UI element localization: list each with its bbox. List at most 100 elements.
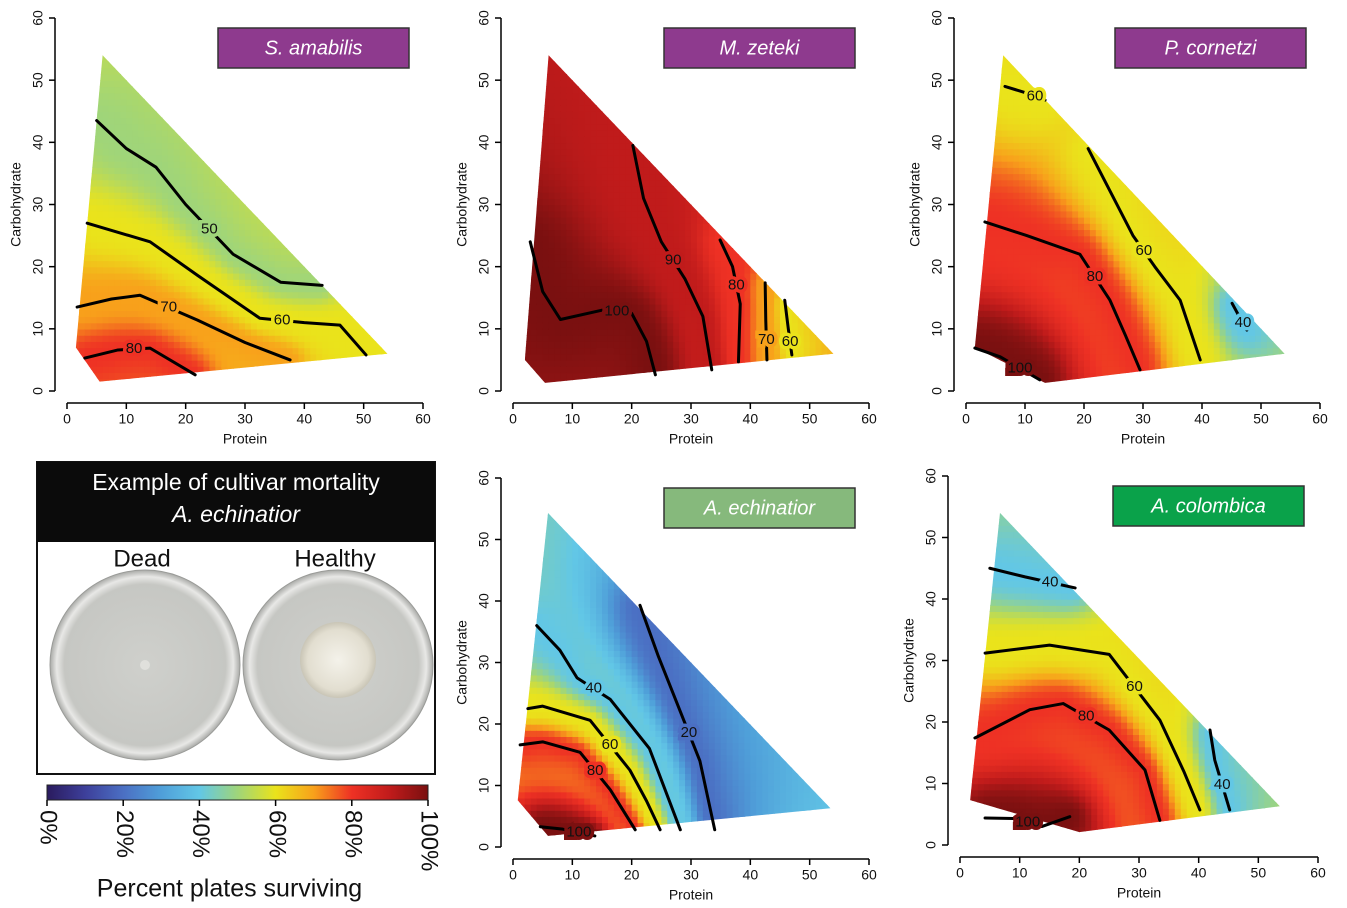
- surface-cell: [109, 242, 116, 249]
- surface-cell: [168, 205, 175, 212]
- surface-cell: [287, 229, 294, 236]
- surface-cell: [245, 267, 252, 274]
- surface-cell: [602, 341, 609, 348]
- surface-cell: [560, 236, 567, 243]
- surface-cell: [340, 273, 347, 280]
- surface-cell: [370, 242, 377, 249]
- surface-cell: [727, 198, 734, 205]
- surface-cell: [715, 310, 722, 317]
- surface-cell: [298, 205, 305, 212]
- surface-cell: [346, 186, 353, 193]
- surface-cell: [358, 335, 365, 342]
- surface-cell: [537, 173, 544, 180]
- inoculum: [140, 660, 150, 670]
- surface-cell: [156, 260, 163, 267]
- surface-cell: [245, 124, 252, 131]
- surface-cell: [215, 130, 222, 137]
- surface-cell: [340, 105, 347, 112]
- surface-cell: [328, 186, 335, 193]
- surface-cell: [203, 55, 210, 62]
- surface-cell: [132, 379, 139, 386]
- surface-cell: [257, 285, 264, 292]
- surface-cell: [566, 298, 573, 305]
- surface-cell: [566, 74, 573, 81]
- surface-cell: [109, 211, 116, 218]
- surface-cell: [756, 323, 763, 330]
- surface-cell: [590, 86, 597, 93]
- surface-cell: [174, 117, 181, 124]
- surface-cell: [537, 217, 544, 224]
- surface-cell: [673, 86, 680, 93]
- surface-cell: [281, 68, 288, 75]
- surface-cell: [263, 285, 270, 292]
- surface-cell: [721, 186, 728, 193]
- contour-label: 70: [160, 299, 177, 316]
- surface-cell: [620, 329, 627, 336]
- surface-cell: [590, 80, 597, 87]
- surface-cell: [614, 341, 621, 348]
- surface-cell: [543, 254, 550, 261]
- surface-cell: [103, 254, 110, 261]
- surface-cell: [715, 360, 722, 367]
- surface-cell: [257, 372, 264, 379]
- surface-cell: [114, 198, 121, 205]
- surface-cell: [644, 161, 651, 168]
- surface-cell: [614, 149, 621, 156]
- surface-cell: [584, 130, 591, 137]
- surface-cell: [310, 236, 317, 243]
- surface-cell: [673, 223, 680, 230]
- surface-cell: [381, 248, 388, 255]
- surface-cell: [109, 142, 116, 149]
- surface-cell: [744, 354, 751, 361]
- surface-cell: [358, 186, 365, 193]
- surface-cell: [756, 254, 763, 261]
- surface-cell: [358, 273, 365, 280]
- surface-cell: [721, 211, 728, 218]
- surface-cell: [180, 186, 187, 193]
- surface-cell: [525, 298, 532, 305]
- surface-cell: [750, 341, 757, 348]
- surface-cell: [97, 111, 104, 118]
- surface-cell: [733, 74, 740, 81]
- surface-cell: [287, 167, 294, 174]
- surface-cell: [97, 155, 104, 162]
- surface-cell: [626, 267, 633, 274]
- surface-cell: [555, 93, 562, 100]
- surface-cell: [602, 93, 609, 100]
- surface-cell: [638, 254, 645, 261]
- surface-cell: [91, 149, 98, 156]
- surface-cell: [376, 186, 383, 193]
- surface-cell: [578, 329, 585, 336]
- surface-cell: [744, 304, 751, 311]
- surface-cell: [632, 341, 639, 348]
- surface-cell: [381, 223, 388, 230]
- surface-cell: [263, 192, 270, 199]
- surface-cell: [376, 354, 383, 361]
- surface-cell: [198, 341, 205, 348]
- surface-cell: [566, 93, 573, 100]
- surface-cell: [85, 323, 92, 330]
- surface-cell: [525, 155, 532, 162]
- surface-cell: [667, 236, 674, 243]
- surface-cell: [364, 130, 371, 137]
- surface-cell: [168, 99, 175, 106]
- surface-cell: [691, 217, 698, 224]
- surface-cell: [233, 366, 240, 373]
- surface-cell: [298, 124, 305, 131]
- surface-cell: [733, 316, 740, 323]
- surface-cell: [756, 366, 763, 373]
- surface-cell: [120, 180, 127, 187]
- surface-cell: [620, 248, 627, 255]
- surface-cell: [560, 260, 567, 267]
- surface-cell: [738, 254, 745, 261]
- surface-cell: [138, 254, 145, 261]
- surface-cell: [655, 316, 662, 323]
- surface-cell: [126, 117, 133, 124]
- surface-cell: [251, 111, 258, 118]
- surface-cell: [590, 379, 597, 386]
- surface-cell: [555, 86, 562, 93]
- surface-cell: [109, 260, 116, 267]
- surface-cell: [215, 347, 222, 354]
- surface-cell: [549, 260, 556, 267]
- surface-cell: [358, 105, 365, 112]
